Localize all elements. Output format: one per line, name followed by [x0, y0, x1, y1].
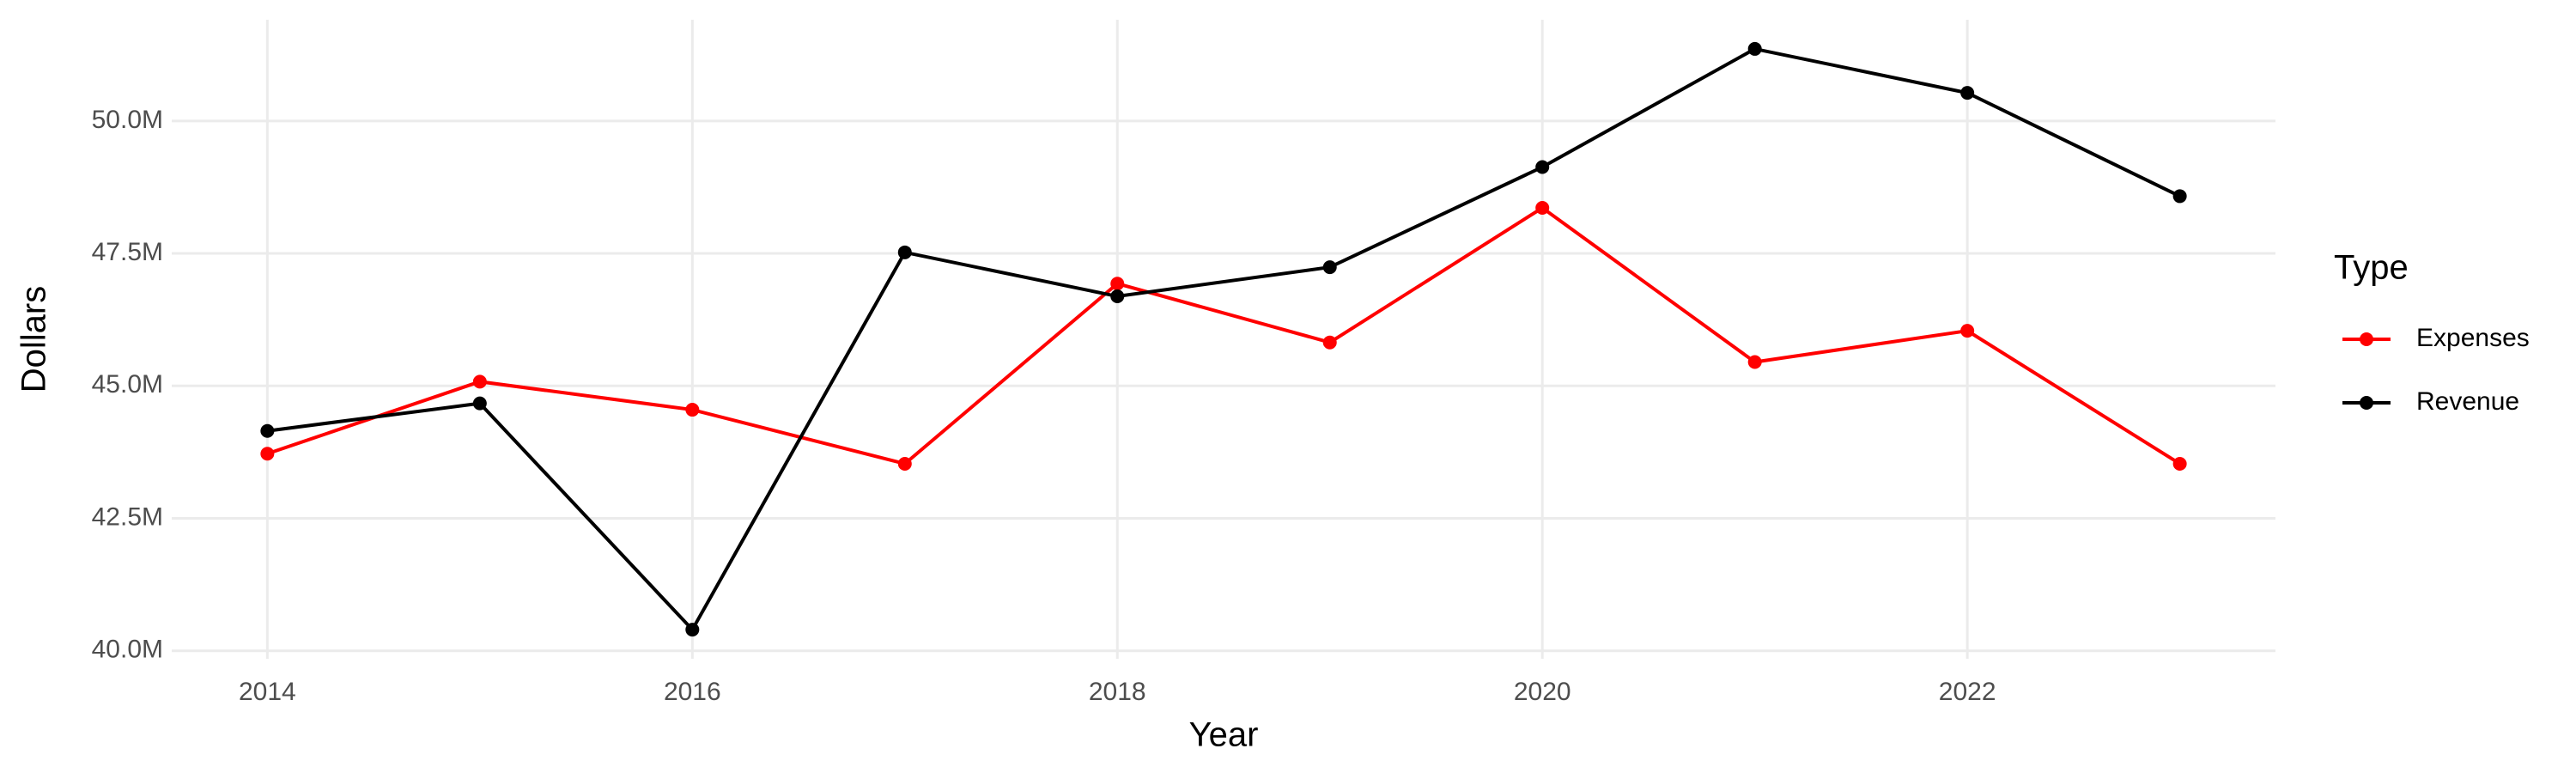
data-point [897, 245, 912, 259]
data-point [897, 456, 912, 471]
data-point [1535, 201, 1550, 216]
y-tick-label: 42.5M [92, 502, 163, 531]
series-line [267, 46, 2181, 633]
y-tick-label: 47.5M [92, 238, 163, 266]
data-point [1110, 277, 1125, 291]
data-point [2172, 456, 2187, 471]
legend-key-point [2360, 332, 2373, 346]
data-point [1960, 86, 1975, 100]
y-tick-label: 40.0M [92, 636, 163, 664]
legend-key-point [2360, 396, 2373, 410]
data-point [472, 396, 487, 411]
grid [172, 20, 2275, 659]
series-line [266, 205, 2181, 466]
data-point [2172, 189, 2187, 204]
legend-label: Revenue [2416, 387, 2519, 416]
legend-title: Type [2334, 249, 2409, 287]
y-axis-title: Dollars [15, 286, 53, 393]
data-point [685, 403, 700, 417]
data-point [472, 374, 487, 389]
x-tick-label: 2020 [1514, 678, 1571, 706]
data-point [1960, 324, 1975, 338]
data-point [1747, 355, 1762, 369]
data-point [685, 623, 700, 637]
data-point [1322, 335, 1337, 350]
y-tick-label: 50.0M [92, 106, 163, 134]
x-axis-title: Year [1189, 716, 1259, 754]
data-point [260, 423, 275, 438]
data-point [1535, 160, 1550, 174]
x-tick-label: 2014 [239, 678, 296, 706]
x-tick-label: 2022 [1939, 678, 1996, 706]
x-tick-label: 2016 [664, 678, 721, 706]
data-point [1110, 289, 1125, 304]
legend-label: Expenses [2416, 324, 2530, 352]
data-point [260, 447, 275, 461]
x-tick-label: 2018 [1089, 678, 1146, 706]
data-point [1747, 41, 1762, 56]
y-tick-label: 45.0M [92, 370, 163, 399]
data-point [1322, 260, 1337, 275]
